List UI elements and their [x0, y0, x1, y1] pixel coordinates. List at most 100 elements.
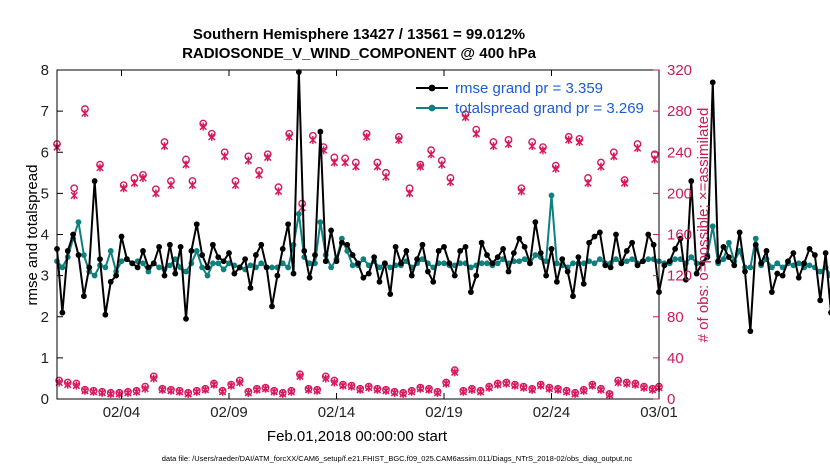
rmse-point — [75, 252, 82, 258]
obs-assimilated-point — [552, 164, 560, 173]
obs-assimilated-point — [285, 132, 293, 141]
obs-assimilated-point — [139, 173, 147, 182]
obs-assimilated-point — [124, 388, 132, 397]
obs-assimilated-point — [322, 374, 330, 383]
rmse-point — [365, 270, 372, 277]
totalspread-point — [376, 264, 383, 271]
obs-assimilated-point — [562, 387, 571, 396]
rmse-point — [381, 260, 388, 267]
totalspread-point — [591, 260, 598, 267]
totalspread-point — [387, 264, 394, 271]
totalspread-point — [269, 264, 275, 271]
rmse-point — [516, 235, 523, 242]
y-right-tick-label: 160 — [667, 227, 692, 244]
y-right-tick-label: 280 — [667, 103, 692, 120]
totalspread-point — [285, 264, 292, 271]
totalspread-point — [720, 256, 727, 263]
rmse-point — [387, 291, 394, 298]
rmse-point — [118, 233, 125, 240]
rmse-point — [650, 241, 657, 248]
rmse-point — [822, 250, 829, 256]
rmse-point — [521, 243, 528, 250]
obs-assimilated-point — [244, 156, 253, 165]
y-left-tick-label: 6 — [41, 144, 49, 161]
totalspread-point — [349, 262, 356, 269]
rmse-point — [591, 233, 598, 240]
obs-assimilated-point — [160, 142, 169, 151]
rmse-point — [403, 248, 410, 254]
rmse-point — [801, 260, 808, 267]
rmse-point — [811, 252, 818, 258]
rmse-point — [768, 289, 775, 295]
obs-assimilated-point — [261, 384, 270, 393]
rmse-point — [618, 260, 625, 267]
obs-assimilated-point — [175, 387, 184, 396]
rmse-point — [494, 254, 501, 261]
obs-assimilated-point — [279, 389, 287, 398]
rmse-point — [478, 239, 485, 246]
data-file-footer: data file: /Users/raeder/DAI/ATM_forcXX/… — [162, 454, 633, 463]
totalspread-point — [521, 256, 528, 263]
rmse-point — [134, 264, 141, 271]
obs-assimilated-point — [188, 181, 197, 190]
rmse-point — [161, 272, 168, 279]
totalspread-point — [613, 256, 619, 263]
rmse-point — [752, 241, 759, 248]
totalspread-point — [166, 262, 173, 269]
obs-assimilated-point — [365, 383, 373, 392]
totalspread-point — [80, 252, 87, 258]
totalspread-point — [328, 264, 335, 271]
totalspread-point — [672, 256, 679, 263]
obs-assimilated-point — [64, 380, 72, 389]
totalspread-point — [543, 258, 550, 265]
totalspread-point — [75, 219, 82, 226]
obs-assimilated-point — [588, 381, 597, 390]
rmse-point — [156, 243, 163, 250]
obs-assimilated-point — [231, 181, 240, 190]
rmse-point — [532, 219, 539, 226]
obs-assimilated-point — [528, 385, 536, 394]
obs-assimilated-point — [468, 385, 476, 394]
obs-assimilated-point — [70, 191, 78, 200]
rmse-point — [537, 250, 544, 256]
x-tick-label: 02/14 — [318, 404, 356, 421]
rmse-point — [263, 264, 270, 271]
rmse-point — [188, 248, 195, 254]
obs-assimilated-point — [382, 386, 390, 395]
obs-assimilated-point — [427, 150, 435, 159]
legend-rmse-marker — [428, 84, 436, 92]
rmse-point — [462, 243, 469, 250]
rmse-point — [322, 258, 329, 265]
x-axis-label: Feb.01,2018 00:00:00 start — [267, 428, 448, 445]
obs-assimilated-point — [72, 381, 81, 390]
totalspread-point — [548, 192, 555, 199]
rmse-point — [596, 229, 603, 236]
rmse-point — [419, 241, 426, 248]
totalspread-point — [806, 262, 813, 269]
obs-assimilated-point — [96, 163, 104, 172]
totalspread-point — [156, 264, 163, 271]
obs-assimilated-point — [184, 389, 192, 398]
obs-assimilated-point — [296, 372, 304, 381]
totalspread-point — [215, 260, 222, 267]
obs-assimilated-point — [631, 380, 640, 389]
rmse-point — [553, 278, 560, 285]
rmse-point — [64, 248, 71, 254]
rmse-point — [338, 239, 345, 246]
obs-assimilated-point — [236, 378, 244, 387]
obs-assimilated-point — [150, 374, 158, 383]
obs-assimilated-point — [130, 179, 139, 188]
obs-assimilated-point — [89, 387, 98, 396]
y-left-tick-label: 0 — [41, 391, 49, 408]
obs-assimilated-point — [425, 385, 433, 394]
rmse-point — [226, 250, 232, 256]
rmse-point — [231, 270, 238, 277]
obs-assimilated-point — [390, 388, 399, 397]
rmse-point — [398, 260, 404, 267]
totalspread-point — [779, 264, 786, 271]
rmse-point — [758, 260, 765, 267]
obs-assimilated-point — [640, 383, 648, 392]
totalspread-point — [204, 272, 211, 279]
obs-assimilated-point — [218, 387, 227, 396]
rmse-point — [274, 272, 281, 279]
